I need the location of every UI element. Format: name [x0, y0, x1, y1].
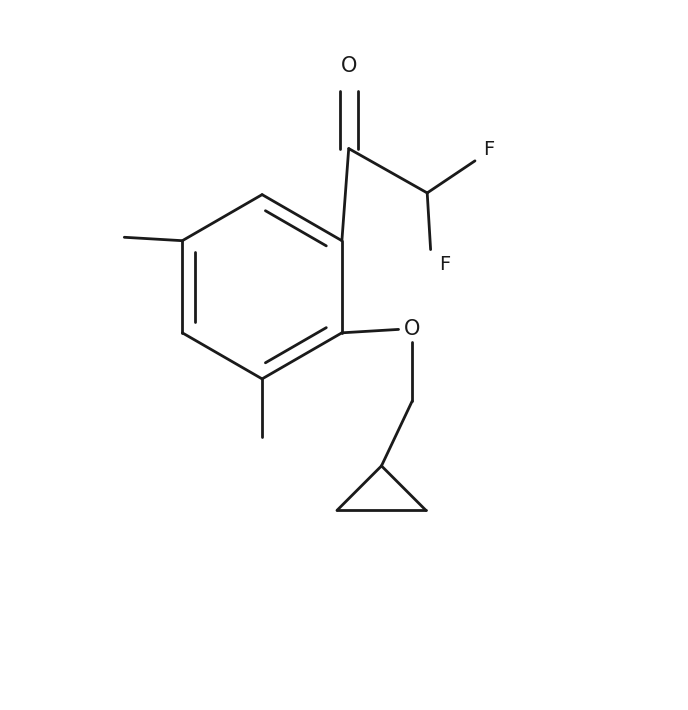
Text: F: F: [483, 141, 495, 160]
Text: O: O: [341, 55, 357, 75]
Text: F: F: [439, 255, 450, 274]
Text: O: O: [404, 320, 420, 339]
